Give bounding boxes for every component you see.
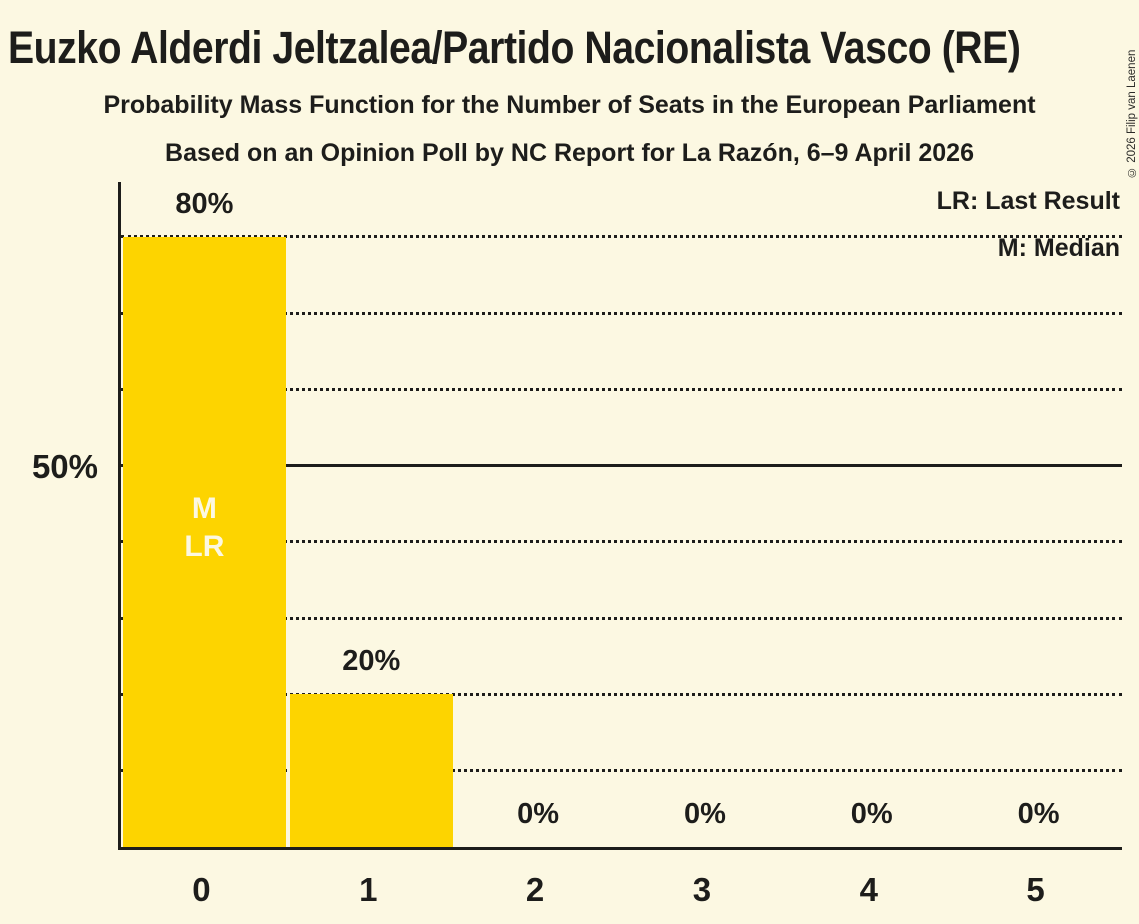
median-marker: M [191,491,217,525]
bar-value-label-1: 20% [342,645,401,678]
x-axis-tick-label-1: 1 [359,871,378,908]
gridline-20pct [121,692,1122,696]
gridline-70pct [121,311,1122,315]
last-result-marker: LR [184,529,225,563]
legend-median-label: M: Median [997,234,1120,262]
gridline-40pct [121,540,1122,544]
x-axis: 0 1 2 3 4 5 [118,868,1119,916]
x-axis-tick-label-0: 0 [192,871,211,908]
x-axis-tick-label-2: 2 [525,871,545,908]
chart-legend: LR: Last Result M: Median [937,186,1120,263]
bar-column-4: 0% [788,182,955,847]
bar-column-1: 20% [288,182,455,847]
bar-value-label-0: 80% [175,187,234,220]
x-axis-tick-label-3: 3 [692,871,712,908]
chart-source-line: Based on an Opinion Poll by NC Report fo… [165,139,974,167]
plot-area: LR: Last Result M: Median M LR 80% 20% 0% 0% 0… [118,182,1122,850]
y-axis-tick-label: 50% [31,448,98,485]
median-last-result-annotation: M LR [123,490,286,566]
copyright-text: © 2026 Filip van Laenen [1126,49,1138,178]
bar-column-2: 0% [455,182,622,847]
x-axis-tick-label-5: 5 [1026,871,1045,908]
bar-seats-0: M LR [123,236,286,847]
bar-seats-1 [289,694,453,847]
bar-value-label-2: 0% [517,798,560,830]
bar-value-label-5: 0% [1017,798,1060,830]
gridline-30pct [121,616,1122,620]
gridline-solid-50pct [121,464,1122,468]
bar-value-label-3: 0% [683,798,726,830]
bar-column-5: 0% [955,182,1122,847]
chart-subtitle: Probability Mass Function for the Number… [103,91,1036,119]
bar-column-3: 0% [622,182,789,847]
chart-title: Euzko Alderdi Jeltzalea/Partido Nacional… [8,22,1021,73]
gridline-10pct [121,769,1122,773]
x-axis-tick-label-4: 4 [859,871,878,908]
gridline-80pct [121,235,1122,239]
bar-value-label-4: 0% [850,798,893,830]
legend-last-result-label: LR: Last Result [936,187,1120,215]
bar-column-0: M LR 80% [121,182,288,847]
gridline-60pct [121,387,1122,391]
